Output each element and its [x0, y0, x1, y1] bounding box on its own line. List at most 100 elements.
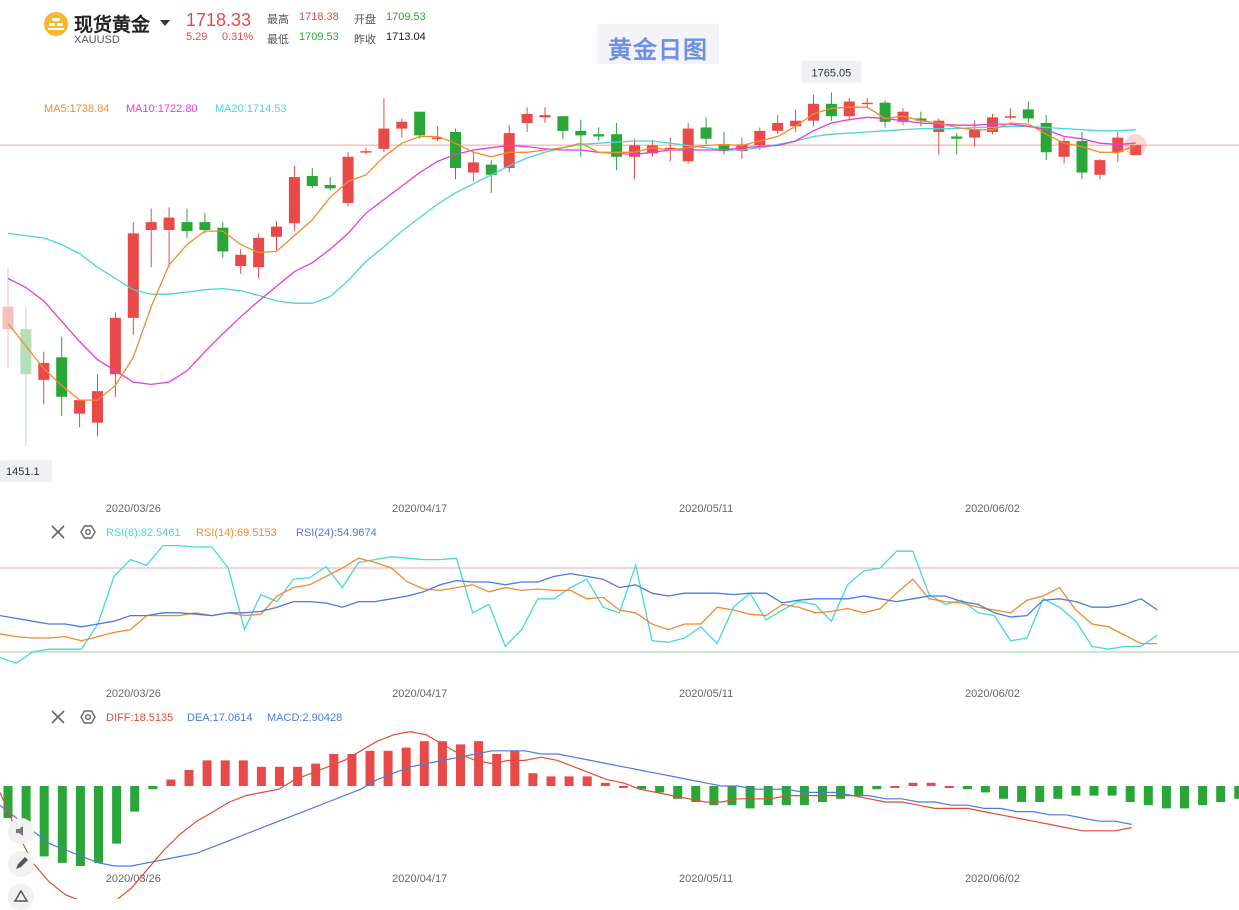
macd-bar — [3, 786, 13, 818]
candle — [127, 222, 139, 335]
diff-line — [0, 730, 1132, 899]
pencil-icon — [16, 857, 28, 869]
rsi14-line — [0, 557, 1158, 645]
macd-bar — [673, 786, 683, 799]
x-tick-label: 2020/05/11 — [679, 873, 733, 885]
candle — [915, 111, 927, 127]
candle — [1076, 131, 1088, 180]
macd-bar — [474, 741, 484, 786]
speaker-icon-button[interactable] — [8, 818, 34, 844]
macd-bar — [220, 760, 230, 786]
settings-icon-outline — [80, 710, 96, 724]
quote-header: 现货黄金 XAUUSD 1718.33 5.29 0.31% 最高 1718.3… — [0, 0, 1239, 60]
candle-body — [772, 122, 784, 131]
ma5-line — [7, 106, 1136, 401]
macd-panel: DIFF:18.5135 DEA:17.0614 MACD:2.90428 — [0, 712, 1239, 899]
settings-icon-outline — [80, 525, 96, 539]
price-change: 5.29 — [186, 31, 208, 43]
macd-bar — [1035, 786, 1045, 802]
macd-bar — [275, 766, 284, 786]
triangle-icon-button[interactable] — [8, 884, 34, 910]
candle-body — [718, 145, 730, 152]
prev-close-value: 1713.04 — [386, 31, 426, 43]
candlestick-panel: 1765.05 1451.1 MA5:1738.84 MA10:1722.80 MA20… — [0, 60, 1239, 885]
macd-bar — [962, 786, 972, 790]
candle — [1040, 115, 1052, 161]
macd-bar — [329, 754, 339, 786]
macd-bar — [1180, 786, 1189, 809]
settings-icon-center — [84, 529, 91, 536]
gold-logo-icon — [44, 12, 68, 36]
speaker-icon — [16, 826, 23, 836]
current-price: 1718.33 — [186, 10, 252, 30]
candle — [611, 122, 623, 171]
candle — [790, 109, 802, 132]
candle-body — [414, 111, 426, 136]
candle-body — [1004, 116, 1016, 118]
candle — [74, 400, 86, 428]
close-icon[interactable] — [51, 710, 65, 724]
instrument-name[interactable]: 现货黄金 — [74, 15, 151, 36]
macd-bar — [256, 766, 266, 786]
open-value: 1709.53 — [386, 11, 426, 23]
candle — [360, 147, 372, 155]
rsi24-legend: RSI(24):54.9674 — [296, 527, 377, 539]
macd-bar — [1017, 786, 1027, 802]
settings-icon[interactable] — [80, 710, 96, 724]
macd-bar — [709, 786, 719, 806]
candle-body — [271, 226, 282, 237]
pencil-icon-button[interactable] — [8, 851, 34, 877]
candle-body — [306, 175, 318, 187]
macd-bar — [401, 747, 411, 786]
candle — [342, 152, 354, 207]
candle — [467, 151, 479, 182]
close-icon[interactable] — [51, 525, 65, 539]
candle-body — [396, 121, 408, 129]
x-tick-label: 2020/03/26 — [106, 873, 161, 885]
max-label-box — [801, 60, 862, 83]
candle — [378, 98, 390, 153]
candle — [503, 125, 515, 173]
candle-body — [879, 102, 891, 122]
macd-bar — [456, 744, 465, 786]
macd-bar — [1234, 786, 1239, 799]
candle — [253, 233, 265, 279]
macd-bar — [999, 786, 1008, 799]
macd-bar — [1107, 786, 1117, 796]
macd-bar — [510, 750, 520, 786]
high-value: 1718.38 — [299, 11, 339, 23]
candle — [879, 100, 891, 128]
candle-body — [629, 145, 640, 157]
macd-bar — [238, 760, 248, 786]
macd-bar — [148, 786, 158, 790]
candle — [56, 337, 68, 416]
x-tick-label: 2020/06/02 — [965, 503, 1020, 515]
candle — [1004, 108, 1016, 120]
candle-body — [539, 115, 551, 118]
chevron-down-icon[interactable] — [160, 20, 170, 26]
macd-bar — [618, 786, 628, 788]
candle-body — [754, 130, 766, 146]
x-tick-label: 2020/04/17 — [392, 503, 447, 515]
candle — [217, 222, 229, 259]
candle-body — [646, 145, 658, 154]
macd-bar — [582, 776, 592, 786]
candle-body — [199, 222, 211, 230]
candle-body — [145, 222, 157, 230]
settings-icon[interactable] — [80, 525, 96, 539]
prev-close-label: 昨收 — [354, 34, 376, 46]
candle — [109, 312, 121, 397]
candle-body — [1040, 122, 1052, 153]
candle-body — [557, 116, 569, 131]
candle — [485, 160, 497, 193]
ma5-legend: MA5:1738.84 — [44, 103, 109, 115]
chart-title: 黄金日图 — [608, 37, 708, 64]
high-label: 最高 — [267, 14, 289, 26]
candle-body — [38, 362, 50, 380]
rsi24-line — [0, 572, 1158, 628]
candle — [861, 98, 873, 108]
candle-body — [288, 177, 300, 224]
candle-body — [969, 129, 981, 138]
candle — [1112, 131, 1124, 163]
